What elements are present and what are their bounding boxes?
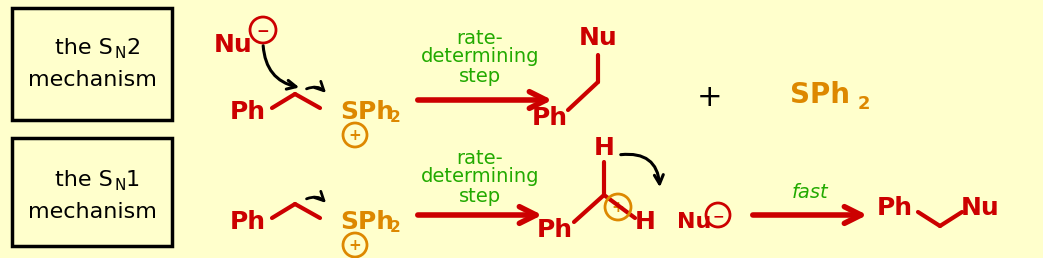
FancyBboxPatch shape (13, 138, 172, 246)
Text: Ph: Ph (877, 196, 913, 220)
Text: the S: the S (55, 170, 113, 190)
Text: step: step (459, 67, 501, 85)
Text: Nu: Nu (579, 26, 617, 50)
Text: rate-: rate- (457, 28, 504, 47)
Text: determining: determining (420, 47, 539, 67)
Text: SPh: SPh (790, 81, 850, 109)
Text: N: N (115, 179, 126, 194)
Text: Ph: Ph (532, 106, 568, 130)
Text: −: − (712, 209, 724, 223)
Text: 2: 2 (390, 221, 401, 236)
Text: mechanism: mechanism (27, 70, 156, 90)
Text: mechanism: mechanism (27, 202, 156, 222)
Text: N: N (115, 46, 126, 61)
Text: SPh: SPh (340, 210, 394, 234)
Text: +: + (348, 238, 361, 254)
Text: Nu: Nu (961, 196, 999, 220)
Text: rate-: rate- (457, 149, 504, 167)
Text: step: step (459, 187, 501, 206)
Text: determining: determining (420, 167, 539, 187)
Text: fast: fast (792, 182, 828, 201)
Text: Ph: Ph (537, 218, 573, 242)
Text: +: + (348, 128, 361, 143)
Text: the S: the S (55, 38, 113, 58)
Text: Ph: Ph (229, 100, 266, 124)
Text: +: + (611, 200, 625, 215)
Text: Nu: Nu (214, 33, 252, 57)
Text: 2: 2 (858, 95, 871, 113)
Text: H: H (634, 210, 655, 234)
Text: H: H (593, 136, 614, 160)
Text: 1: 1 (126, 170, 140, 190)
Text: −: − (257, 23, 269, 38)
Text: SPh: SPh (340, 100, 394, 124)
Text: +: + (697, 84, 723, 112)
FancyBboxPatch shape (13, 8, 172, 120)
Text: 2: 2 (126, 38, 140, 58)
Text: Ph: Ph (229, 210, 266, 234)
Text: Nu: Nu (677, 212, 711, 232)
Text: 2: 2 (390, 110, 401, 125)
